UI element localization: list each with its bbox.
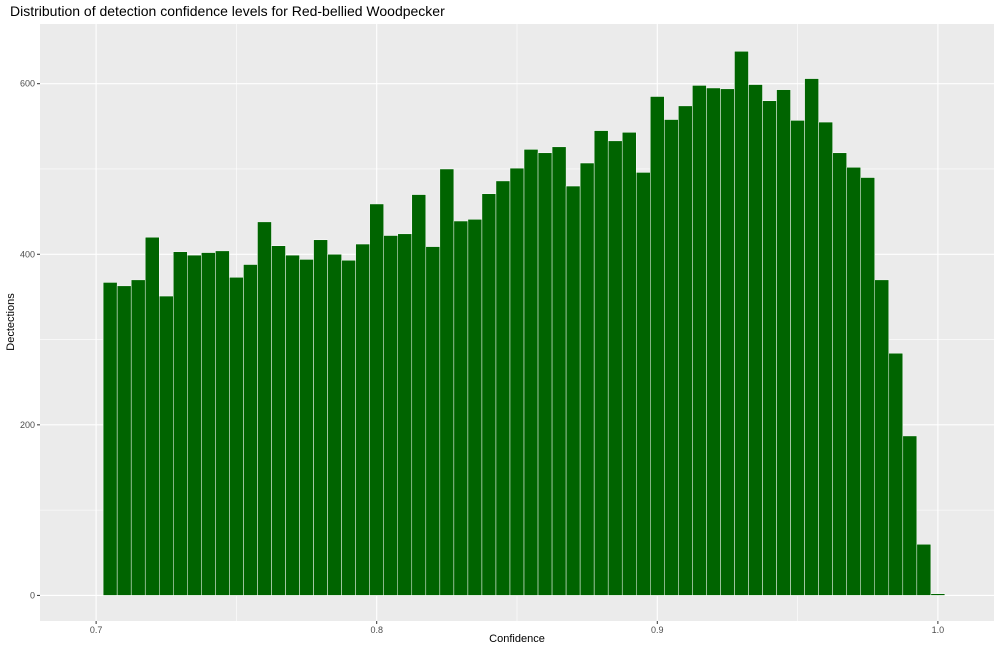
histogram-bar	[271, 245, 286, 596]
histogram-bar	[846, 167, 861, 596]
histogram-bar	[144, 236, 160, 596]
histogram-bar	[523, 149, 539, 596]
histogram-bar	[257, 221, 272, 596]
histogram-bar	[313, 239, 328, 596]
y-axis-title: Dectections	[5, 293, 17, 351]
histogram-bar	[734, 51, 749, 596]
histogram-bar	[453, 220, 469, 596]
histogram-bar	[355, 243, 370, 596]
histogram-bar	[720, 88, 735, 596]
histogram-bar	[299, 259, 314, 596]
histogram-bar	[678, 105, 693, 596]
histogram-bar	[439, 168, 455, 596]
histogram-bar	[187, 254, 202, 596]
histogram-bar	[664, 119, 679, 596]
histogram-bar	[902, 435, 918, 596]
histogram-bar	[229, 277, 244, 596]
histogram-bar	[159, 295, 174, 596]
x-tick-label: 0.7	[90, 625, 103, 635]
histogram-bar	[804, 78, 819, 596]
histogram-bar	[537, 152, 553, 596]
histogram-bar	[818, 121, 833, 596]
histogram-bar	[495, 180, 511, 596]
histogram-bar	[930, 593, 946, 596]
histogram-bar	[341, 259, 356, 596]
bars	[102, 51, 946, 596]
x-axis: 0.7 0.8 0.9 1.0	[90, 621, 944, 635]
y-axis: 0 200 400 600	[20, 79, 40, 600]
histogram-bar	[327, 254, 342, 596]
histogram-bar	[832, 152, 847, 596]
histogram-bar	[748, 84, 763, 596]
histogram-bar	[243, 264, 258, 596]
histogram-bar	[593, 130, 609, 596]
histogram-bar	[692, 85, 707, 596]
y-tick-label: 600	[20, 79, 35, 89]
histogram-bar	[551, 146, 567, 596]
y-tick-label: 400	[20, 249, 35, 259]
histogram-bar	[509, 167, 525, 596]
histogram-bar	[397, 233, 413, 596]
histogram-bar	[481, 193, 497, 596]
chart-title: Distribution of detection confidence lev…	[10, 3, 445, 19]
y-tick-label: 200	[20, 420, 35, 430]
histogram-bar	[369, 203, 384, 596]
histogram-bar	[565, 185, 581, 596]
histogram-bar	[790, 120, 805, 596]
x-tick-label: 1.0	[932, 625, 945, 635]
x-tick-label: 0.8	[370, 625, 383, 635]
histogram-bar	[650, 96, 665, 596]
histogram-bar	[173, 251, 188, 596]
histogram-bar	[130, 279, 146, 596]
histogram-bar	[888, 352, 904, 596]
histogram-bar	[607, 140, 623, 596]
histogram-bar	[579, 162, 595, 596]
x-tick-label: 0.9	[651, 625, 664, 635]
histogram-bar	[636, 172, 651, 596]
histogram-bar	[776, 89, 791, 596]
histogram-bar	[706, 87, 721, 596]
y-tick-label: 0	[30, 590, 35, 600]
histogram-bar	[411, 194, 427, 596]
histogram-bar	[425, 246, 441, 596]
histogram-bar	[215, 250, 230, 596]
histogram-bar	[285, 254, 300, 596]
histogram-bar	[467, 219, 483, 596]
histogram-bar	[874, 279, 890, 596]
x-axis-title: Confidence	[489, 633, 545, 645]
histogram-bar	[383, 235, 398, 596]
histogram-bar	[201, 252, 216, 596]
histogram-bar	[860, 177, 875, 596]
histogram-bar	[916, 543, 932, 596]
histogram-bar	[621, 132, 637, 596]
histogram-bar	[116, 285, 132, 596]
histogram-bar	[762, 100, 777, 596]
histogram-bar	[102, 282, 118, 596]
